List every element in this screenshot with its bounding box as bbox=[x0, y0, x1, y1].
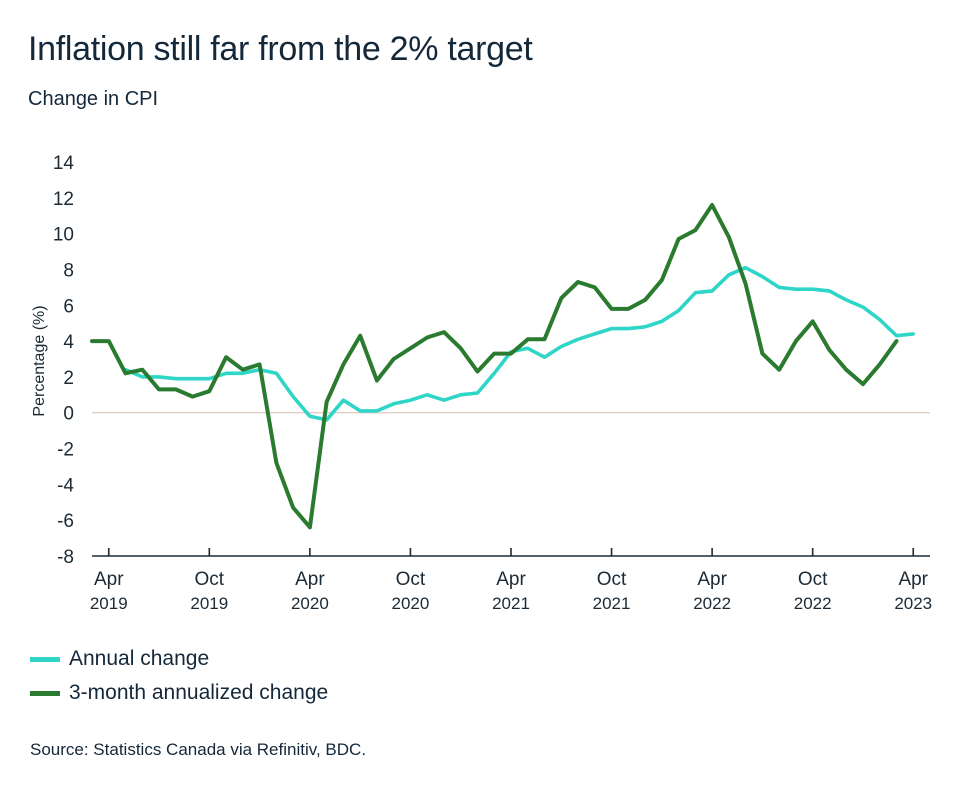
x-tick-label-month: Oct bbox=[798, 569, 828, 590]
x-tick-label-month: Oct bbox=[195, 569, 225, 590]
y-axis-label: Percentage (%) bbox=[31, 305, 48, 416]
x-tick-label-year: 2023 bbox=[894, 594, 932, 613]
x-tick-label-month: Oct bbox=[597, 569, 627, 590]
x-tick-label-year: 2019 bbox=[190, 594, 228, 613]
chart-subtitle: Change in CPI bbox=[28, 88, 159, 110]
x-tick-label-month: Oct bbox=[396, 569, 426, 590]
x-tick-label-month: Apr bbox=[295, 569, 325, 590]
y-tick-label: 4 bbox=[63, 332, 74, 353]
x-tick-label-year: 2019 bbox=[90, 594, 128, 613]
y-tick-label: -6 bbox=[57, 511, 74, 532]
legend-label-3-month: 3-month annualized change bbox=[69, 681, 329, 704]
chart-title: Inflation still far from the 2% target bbox=[28, 30, 533, 68]
x-tick-label-month: Apr bbox=[898, 569, 928, 590]
y-tick-label: -2 bbox=[57, 440, 74, 461]
y-tick-label: -4 bbox=[57, 475, 74, 496]
legend-label-annual: Annual change bbox=[69, 647, 210, 670]
x-tick-label-year: 2020 bbox=[392, 594, 430, 613]
x-tick-label-year: 2022 bbox=[794, 594, 832, 613]
y-tick-label: 12 bbox=[53, 189, 74, 210]
y-tick-label: 10 bbox=[53, 225, 74, 246]
y-tick-label: 6 bbox=[63, 296, 74, 317]
x-tick-label-year: 2021 bbox=[593, 594, 631, 613]
legend-item-annual: Annual change bbox=[30, 642, 328, 676]
x-tick-label-month: Apr bbox=[697, 569, 727, 590]
y-tick-label: -8 bbox=[57, 547, 74, 568]
y-tick-label: 0 bbox=[63, 404, 74, 425]
legend-item-3-month: 3-month annualized change bbox=[30, 676, 328, 710]
x-tick-label-month: Apr bbox=[496, 569, 526, 590]
source-note: Source: Statistics Canada via Refinitiv,… bbox=[30, 740, 367, 759]
series-line-3-month bbox=[90, 203, 899, 530]
legend-swatch-annual bbox=[30, 656, 60, 662]
y-tick-label: 8 bbox=[63, 260, 74, 281]
y-tick-label: 14 bbox=[53, 153, 75, 174]
line-chart: -8 -6 -4 -2 0 2 4 6 8 10 12 14 Percentage (%) Apr 201… bbox=[31, 153, 932, 613]
series-line-annual bbox=[123, 265, 916, 422]
legend-swatch-3-month bbox=[30, 690, 60, 696]
chart-legend: Annual change 3-month annualized change bbox=[30, 642, 328, 710]
x-tick-label-month: Apr bbox=[94, 569, 124, 590]
x-tick-label-year: 2022 bbox=[693, 594, 731, 613]
x-tick-label-year: 2020 bbox=[291, 594, 329, 613]
y-tick-label: 2 bbox=[63, 368, 74, 389]
x-tick-label-year: 2021 bbox=[492, 594, 530, 613]
